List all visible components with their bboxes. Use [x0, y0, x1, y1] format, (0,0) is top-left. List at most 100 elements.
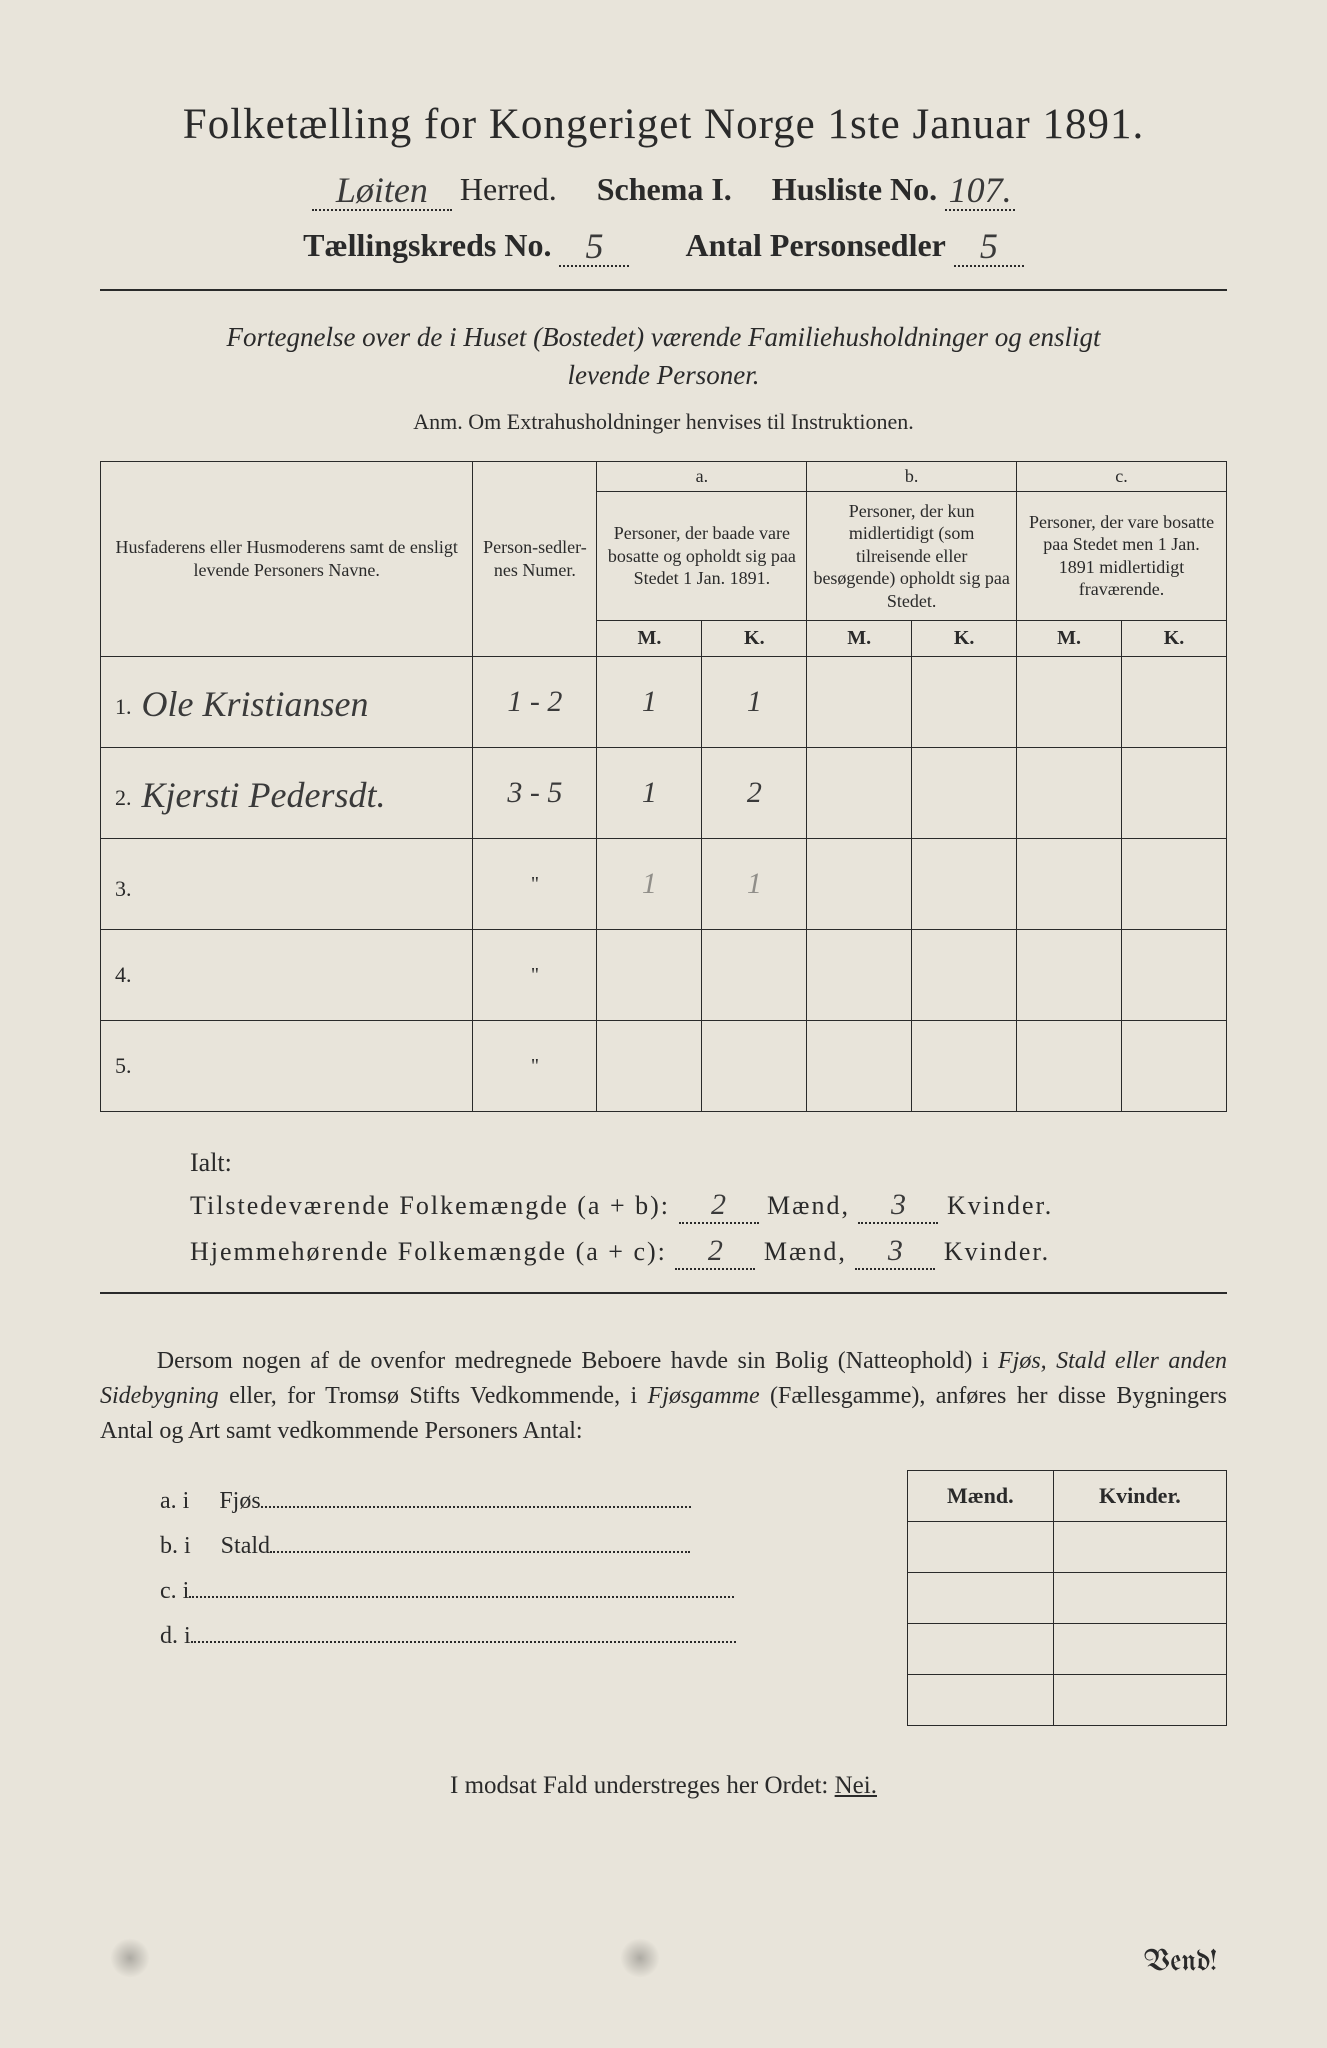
col-numer: Person-sedler-nes Numer.: [473, 461, 597, 657]
col-a-label: a.: [597, 461, 807, 491]
cell-bm: [807, 748, 912, 839]
row-num: 4.: [115, 962, 132, 987]
vend-label: Vend!: [1144, 1946, 1217, 1978]
total-present-label: Tilstedeværende Folkemængde (a + b):: [190, 1191, 670, 1220]
row-numer: ": [531, 964, 539, 986]
para-t2: eller, for Tromsø Stifts Vedkommende, i: [219, 1383, 648, 1409]
present-k-field: 3: [858, 1188, 938, 1224]
nei-word: Nei.: [835, 1772, 877, 1799]
table-row: 1.Ole Kristiansen 1 - 2 1 1: [101, 657, 1227, 748]
cell-ak: 1: [747, 685, 762, 718]
resident-m: 2: [708, 1234, 723, 1267]
herred-label: Herred.: [460, 171, 557, 207]
cell-cm: [1017, 839, 1122, 930]
col-b-desc: Personer, der kun midlertidigt (som tilr…: [807, 491, 1017, 621]
nei-line: I modsat Fald understreges her Ordet: Ne…: [100, 1772, 1227, 1800]
paper-smudge: [110, 1938, 150, 1978]
mk-table: Mænd.Kvinder.: [907, 1470, 1227, 1726]
row-num: 1.: [115, 694, 132, 719]
cell-ak: 2: [747, 776, 762, 809]
present-k: 3: [891, 1188, 906, 1221]
table-row: 5. ": [101, 1021, 1227, 1112]
col-c-label: c.: [1017, 461, 1227, 491]
census-form-page: Folketælling for Kongeriget Norge 1ste J…: [0, 0, 1327, 2048]
present-m: 2: [711, 1188, 726, 1221]
mk-cell: [1053, 1573, 1226, 1624]
mk-m-header: Mænd.: [908, 1471, 1054, 1522]
nei-pre: I modsat Fald understreges her Ordet:: [450, 1772, 835, 1799]
header-line-1: Løiten Herred. Schema I. Husliste No. 10…: [100, 167, 1227, 211]
mk-cell: [908, 1522, 1054, 1573]
instruction-line1: Fortegnelse over de i Huset (Bostedet) v…: [226, 322, 1100, 352]
cell-ck: [1121, 839, 1226, 930]
total-present: Tilstedeværende Folkemængde (a + b): 2 M…: [190, 1188, 1227, 1224]
kvinder-label: Kvinder.: [947, 1191, 1053, 1220]
maend-label: Mænd,: [767, 1191, 850, 1220]
col-a-k: K.: [702, 621, 807, 657]
divider: [100, 1292, 1227, 1294]
table-row: 4. ": [101, 930, 1227, 1021]
row-letter: d. i: [160, 1623, 191, 1649]
row-numer: 1 - 2: [507, 685, 562, 718]
husliste-no: 107.: [949, 170, 1012, 210]
kreds-label: Tællingskreds No.: [303, 227, 551, 263]
resident-k: 3: [888, 1234, 903, 1267]
present-m-field: 2: [679, 1188, 759, 1224]
cell-am: 1: [642, 867, 657, 900]
building-row: b. i Stald: [160, 1533, 907, 1560]
husliste-label: Husliste No.: [772, 171, 937, 207]
building-section: a. i Fjøs b. i Stald c. i d. i Mænd.Kvin…: [160, 1470, 1227, 1726]
paper-smudge: [620, 1938, 660, 1978]
para-it2: Fjøsgamme: [648, 1383, 760, 1409]
mk-cell: [1053, 1522, 1226, 1573]
row-type: Stald: [221, 1533, 270, 1559]
col-a-m: M.: [597, 621, 702, 657]
row-type: Fjøs: [219, 1488, 260, 1514]
row-num: 5.: [115, 1053, 132, 1078]
instruction-line2: levende Personer.: [568, 360, 760, 390]
col-b-k: K.: [912, 621, 1017, 657]
mk-k-header: Kvinder.: [1053, 1471, 1226, 1522]
row-num: 3.: [115, 876, 132, 901]
table-row: 3. " 1 1: [101, 839, 1227, 930]
mk-cell: [908, 1624, 1054, 1675]
census-table: Husfaderens eller Husmoderens samt de en…: [100, 461, 1227, 1113]
divider: [100, 289, 1227, 291]
herred-field: Løiten: [312, 167, 452, 211]
building-mk-table: Mænd.Kvinder.: [907, 1470, 1227, 1726]
mk-cell: [908, 1573, 1054, 1624]
col-c-m: M.: [1017, 621, 1122, 657]
total-resident: Hjemmehørende Folkemængde (a + c): 2 Mæn…: [190, 1234, 1227, 1270]
row-letter: c. i: [160, 1578, 189, 1604]
cell-bk: [912, 839, 1017, 930]
building-list: a. i Fjøs b. i Stald c. i d. i: [160, 1470, 907, 1726]
kreds-no: 5: [585, 226, 603, 266]
cell-bm: [807, 657, 912, 748]
anm-note: Anm. Om Extrahusholdninger henvises til …: [100, 409, 1227, 435]
ialt-label: Ialt:: [190, 1148, 1227, 1178]
mk-cell: [908, 1675, 1054, 1726]
row-letter: a. i: [160, 1488, 189, 1514]
schema-label: Schema I.: [597, 171, 732, 207]
cell-bk: [912, 657, 1017, 748]
antal-no: 5: [980, 226, 998, 266]
resident-k-field: 3: [855, 1234, 935, 1270]
cell-cm: [1017, 657, 1122, 748]
cell-bm: [807, 839, 912, 930]
para-t1: Dersom nogen af de ovenfor medregnede Be…: [157, 1348, 998, 1374]
col-c-desc: Personer, der vare bosatte paa Stedet me…: [1017, 491, 1227, 621]
row-name: Kjersti Pedersdt.: [142, 775, 386, 815]
cell-ck: [1121, 748, 1226, 839]
building-row: a. i Fjøs: [160, 1488, 907, 1515]
antal-field: 5: [954, 223, 1024, 267]
row-numer: ": [531, 873, 539, 895]
maend-label: Mænd,: [764, 1237, 847, 1266]
dots-fill: [189, 1596, 734, 1598]
dots-fill: [270, 1551, 690, 1553]
mk-cell: [1053, 1675, 1226, 1726]
dots-fill: [261, 1506, 691, 1508]
husliste-field: 107.: [945, 167, 1015, 211]
building-row: c. i: [160, 1578, 907, 1605]
col-b-m: M.: [807, 621, 912, 657]
header-line-2: Tællingskreds No. 5 Antal Personsedler 5: [100, 223, 1227, 267]
